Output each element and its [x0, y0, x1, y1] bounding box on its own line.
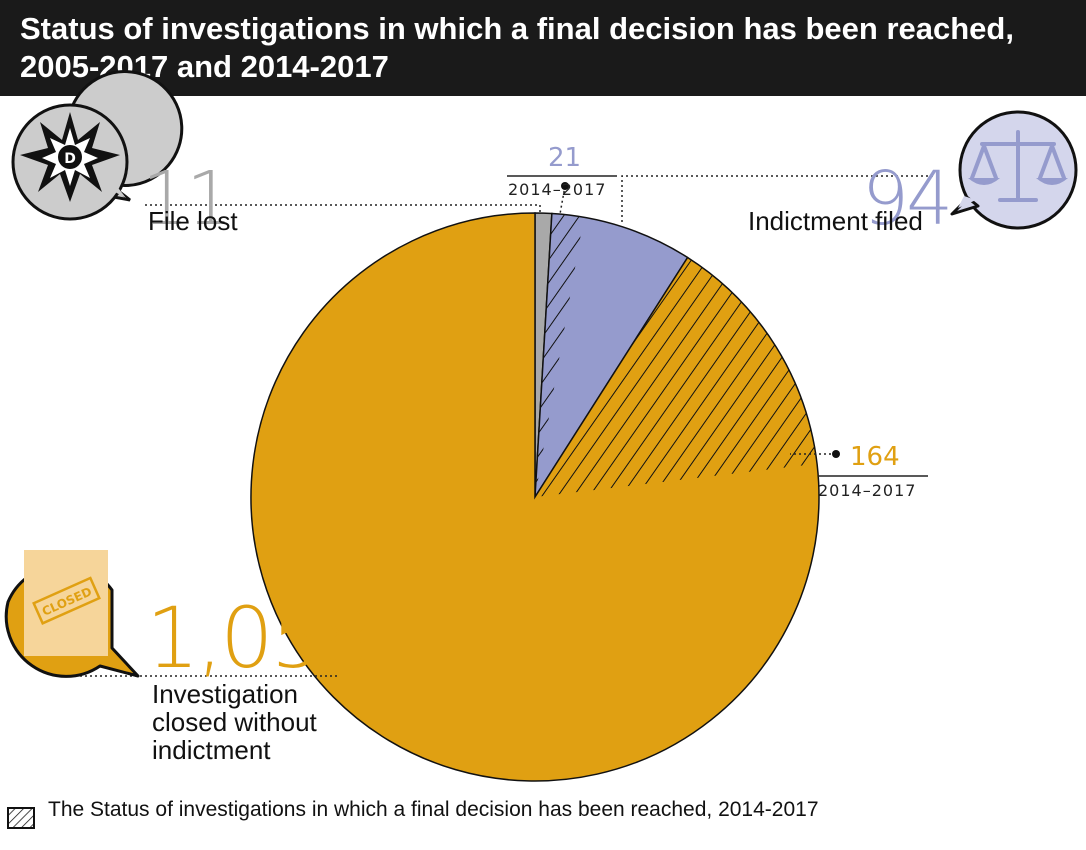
pie-subset-closed-2014-2017 — [535, 257, 818, 497]
star-badge-icon: D — [11, 70, 184, 221]
svg-text:D: D — [64, 151, 76, 167]
label-file-lost: File lost — [148, 206, 238, 236]
leader-file-lost — [145, 204, 541, 214]
period-sub-indictment: 2014–2017 — [508, 180, 607, 199]
legend-hatch-swatch — [7, 807, 35, 829]
scales-icon — [950, 110, 1078, 230]
leader-dot-sub-indictment — [561, 182, 569, 190]
leader-indictment — [621, 175, 938, 224]
header-bar: Status of investigations in which a fina… — [0, 0, 1086, 96]
value-sub-closed: 164 — [850, 442, 900, 472]
legend-text: The Status of investigations in which a … — [48, 798, 819, 821]
leader-dot-sub-closed — [832, 450, 840, 458]
pie-subset-indictment-2014-2017 — [535, 213, 584, 497]
value-indictment-filed: 94 — [862, 156, 953, 242]
period-sub-closed: 2014–2017 — [818, 481, 917, 500]
label-indictment-filed: Indictment filed — [748, 206, 923, 236]
value-file-lost: 11 — [142, 156, 233, 242]
label-closed-without-indictment: Investigation closed without indictment — [152, 679, 317, 765]
closed-stamp-icon: CLOSED — [4, 550, 140, 678]
chart-title: Status of investigations in which a fina… — [20, 11, 1014, 84]
value-sub-indictment: 21 — [548, 143, 582, 173]
value-closed-without-indictment: 1,058 — [146, 589, 374, 687]
leader-lines — [60, 175, 938, 677]
